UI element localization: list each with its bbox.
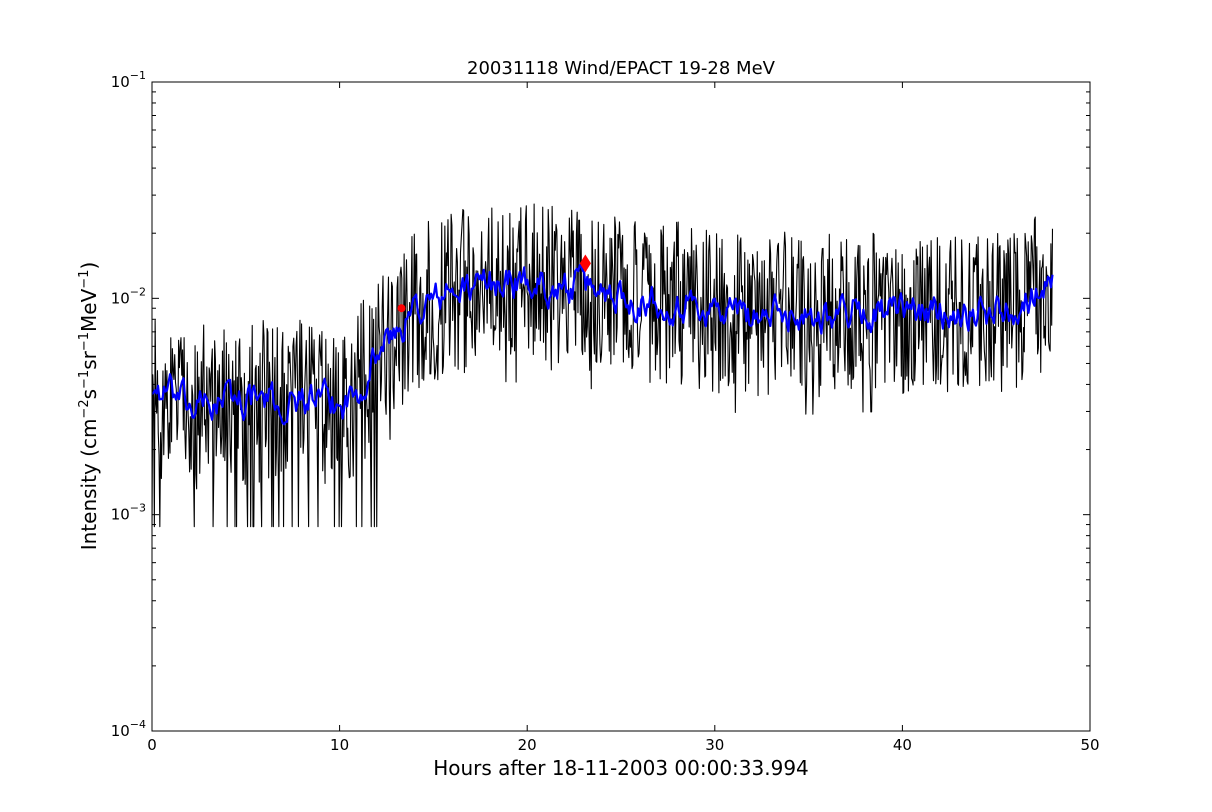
raw-intensity-line xyxy=(152,203,1054,528)
peak-marker-diamond xyxy=(579,254,591,273)
series-layer xyxy=(152,203,1054,528)
y-tick-exponent: −4 xyxy=(130,718,146,731)
y-axis: 10−410−310−210−1 xyxy=(111,69,1090,740)
y-tick-base: 10 xyxy=(111,73,130,91)
x-tick-label: 20 xyxy=(518,736,537,754)
x-tick-label: 30 xyxy=(705,736,724,754)
y-axis-title: Intensity (cm−2s−1sr−1MeV−1) xyxy=(77,262,101,551)
y-tick-exponent: −2 xyxy=(130,285,146,298)
y-tick-exponent: −1 xyxy=(130,69,146,82)
x-tick-label: 50 xyxy=(1080,736,1099,754)
x-tick-label: 0 xyxy=(147,736,157,754)
plot-frame xyxy=(151,81,1091,732)
x-tick-label: 10 xyxy=(330,736,349,754)
marker-layer xyxy=(397,254,591,313)
y-tick-label: 10−2 xyxy=(111,285,146,307)
x-axis: 0 10 20 30 40 50 xyxy=(147,82,1100,754)
y-tick-base: 10 xyxy=(111,289,130,307)
y-tick-label: 10−1 xyxy=(111,69,146,91)
y-tick-base: 10 xyxy=(111,506,130,524)
y-tick-base: 10 xyxy=(111,722,130,740)
onset-marker-circle xyxy=(397,304,406,313)
x-axis-title: Hours after 18-11-2003 00:00:33.994 xyxy=(433,756,809,780)
y-tick-label: 10−3 xyxy=(111,502,146,524)
x-tick-label: 40 xyxy=(893,736,912,754)
smoothed-intensity-line xyxy=(152,264,1054,426)
y-tick-exponent: −3 xyxy=(130,502,146,515)
y-tick-label: 10−4 xyxy=(111,718,146,740)
chart-title: 20031118 Wind/EPACT 19-28 MeV xyxy=(467,58,776,79)
